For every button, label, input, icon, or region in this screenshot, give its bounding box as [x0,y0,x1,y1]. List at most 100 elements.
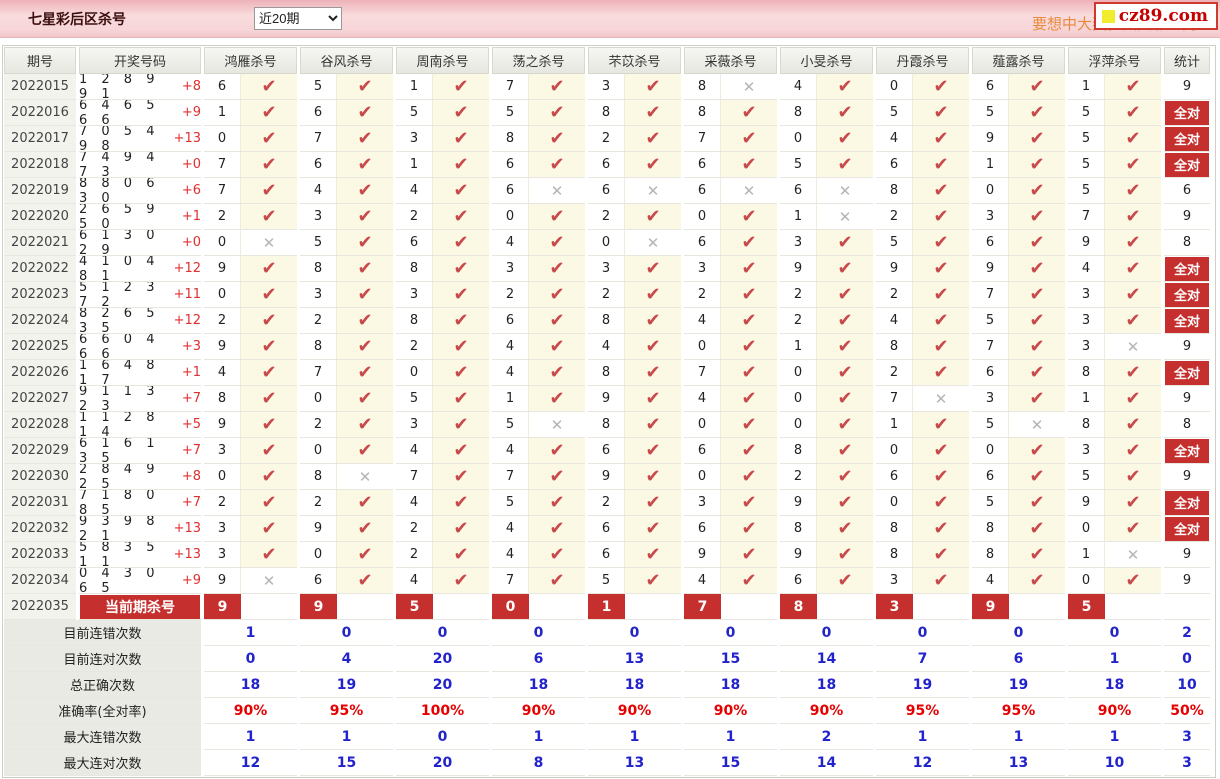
kill-cell: 9 ✔ [684,542,777,568]
kill-cell: 4 ✔ [396,178,489,204]
kill-cell: 4 ✔ [396,438,489,464]
logo-square-icon [1101,9,1115,23]
current-kill-cell: 1 [588,594,681,620]
kill-number: 0 [780,386,817,411]
check-icon: ✔ [721,204,777,229]
summary-value: 2 [780,724,873,750]
check-icon: ✔ [529,74,585,99]
kill-cell: 7 ✔ [492,568,585,594]
kill-cell: 6 ✔ [972,74,1065,100]
kill-number: 4 [396,438,433,463]
allpass-badge: 全对 [1165,438,1209,463]
check-icon: ✔ [721,334,777,359]
check-icon: ✔ [1105,152,1161,177]
current-kill-number: 1 [588,594,625,619]
table-row: 2022023 5 1 2 3 7 2 +11 0 ✔ 3 ✔ 3 ✔ 2 ✔ 2 ✔ 2 ✔ 2 ✔ 2 ✔ 7 ✔ 3… [4,282,1214,308]
summary-value: 0 [492,620,585,646]
kill-number: 9 [780,542,817,567]
kill-number: 0 [588,230,625,255]
kill-cell: 7 ✔ [204,152,297,178]
kill-cell: 3 ✕ [1068,334,1161,360]
kill-cell: 1 ✔ [396,74,489,100]
kill-cell: 4 ✔ [300,178,393,204]
check-icon: ✔ [913,464,969,489]
kill-cell: 5 ✔ [876,100,969,126]
period-cell: 2022015 [4,74,76,100]
kill-cell: 5 ✔ [300,230,393,256]
logo-text: cz89.com [1118,6,1208,26]
kill-cell: 6 ✔ [972,464,1065,490]
period-cell: 2022033 [4,542,76,568]
cross-icon: ✕ [1105,334,1161,359]
summary-value: 10 [1164,672,1210,698]
draw-numbers: 1 6 4 8 1 7 [79,360,160,386]
period-cell: 2022022 [4,256,76,282]
check-icon: ✔ [433,568,489,593]
check-icon: ✔ [1105,568,1161,593]
check-icon: ✔ [433,100,489,125]
kill-number: 1 [876,412,913,437]
draw-numbers: 5 8 3 5 1 1 [79,542,160,568]
check-icon: ✔ [337,230,393,255]
stat-cell: 全对 [1164,360,1210,386]
empty-check-cell [529,594,585,619]
range-select[interactable]: 近20期 [254,7,342,30]
col-header: 统计 [1164,47,1210,74]
check-icon: ✔ [433,204,489,229]
check-icon: ✔ [337,360,393,385]
kill-number: 1 [1068,386,1105,411]
current-kill-number: 7 [684,594,721,619]
kill-cell: 6 ✔ [588,542,681,568]
draw-numbers-cell: 0 4 3 0 6 5 +9 [79,568,201,594]
check-icon: ✔ [337,282,393,307]
kill-cell: 5 ✔ [396,386,489,412]
col-header: 周南杀号 [396,47,489,74]
kill-number: 9 [588,464,625,489]
kill-cell: 4 ✔ [492,516,585,542]
check-icon: ✔ [1009,438,1065,463]
kill-cell: 5 ✔ [972,308,1065,334]
kill-cell: 8 ✔ [300,334,393,360]
kill-number: 3 [972,204,1009,229]
cross-icon: ✕ [817,178,873,203]
kill-number: 0 [204,126,241,151]
kill-number: 3 [204,438,241,463]
check-icon: ✔ [1009,386,1065,411]
kill-number: 8 [396,256,433,281]
kill-number: 4 [492,438,529,463]
check-icon: ✔ [337,178,393,203]
check-icon: ✔ [625,282,681,307]
kill-number: 5 [1068,126,1105,151]
cross-icon: ✕ [625,230,681,255]
kill-number: 6 [204,74,241,99]
col-header: 期号 [4,47,76,74]
draw-numbers: 7 1 8 0 8 5 [79,490,160,516]
kill-cell: 3 ✔ [204,516,297,542]
kill-cell: 2 ✔ [876,282,969,308]
check-icon: ✔ [1009,74,1065,99]
check-icon: ✔ [625,126,681,151]
draw-numbers: 6 1 3 0 2 9 [79,230,160,256]
check-icon: ✔ [433,126,489,151]
kill-number: 3 [876,568,913,593]
cross-icon: ✕ [529,178,585,203]
summary-value: 18 [684,672,777,698]
summary-value: 1 [300,724,393,750]
table-row: 2022018 7 4 9 4 7 3 +0 7 ✔ 6 ✔ 1 ✔ 6 ✔ 6 ✔ 6 ✔ 5 ✔ 6 ✔ 1 ✔ 5 ✔… [4,152,1214,178]
check-icon: ✔ [1105,282,1161,307]
allpass-badge: 全对 [1165,516,1209,541]
kill-cell: 6 ✕ [684,178,777,204]
site-logo[interactable]: cz89.com [1093,2,1218,30]
kill-cell: 4 ✔ [204,360,297,386]
kill-number: 4 [972,568,1009,593]
kill-cell: 7 ✔ [204,178,297,204]
check-icon: ✔ [1009,308,1065,333]
kill-number: 0 [300,386,337,411]
kill-number: 8 [492,126,529,151]
kill-cell: 2 ✔ [876,360,969,386]
summary-value: 6 [972,646,1065,672]
kill-number: 1 [396,74,433,99]
col-header: 浮萍杀号 [1068,47,1161,74]
check-icon: ✔ [913,152,969,177]
check-icon: ✔ [625,74,681,99]
